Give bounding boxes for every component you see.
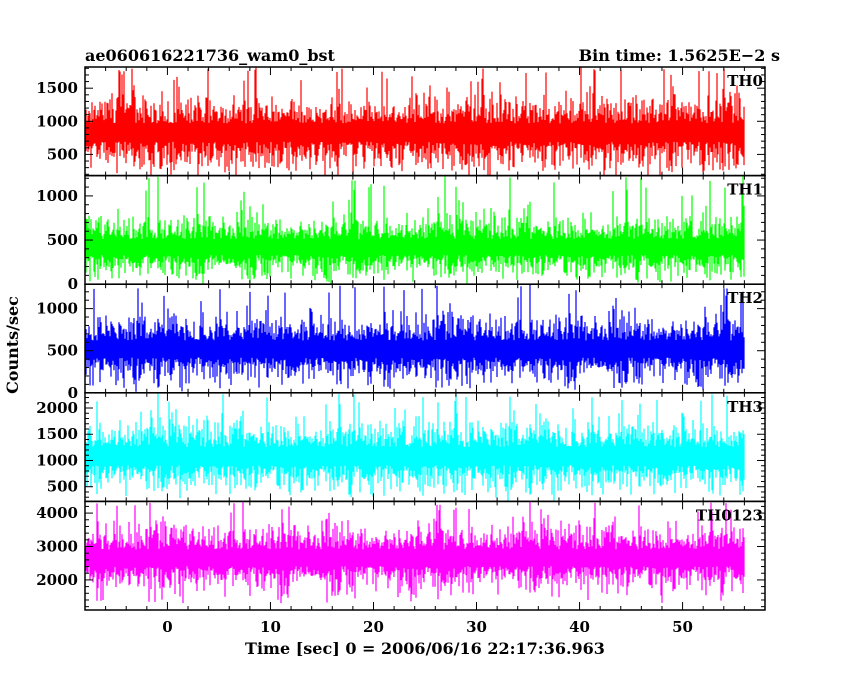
x-axis-label: Time [sec] 0 = 2006/06/16 22:17:36.963: [245, 639, 605, 658]
y-tick-label: 3000: [36, 538, 78, 556]
y-tick-label: 4000: [36, 504, 78, 522]
series-line-th3: [85, 393, 745, 502]
y-tick-label: 1000: [36, 112, 78, 130]
y-tick-label: 500: [47, 145, 78, 163]
y-tick-label: 500: [47, 478, 78, 496]
y-tick-label: 2000: [36, 571, 78, 589]
x-tick-label: 30: [466, 618, 487, 636]
y-tick-label: 1500: [36, 425, 78, 443]
y-tick-label: 500: [47, 342, 78, 360]
series-label-th1: TH1: [727, 181, 763, 199]
series-line-th0123: [85, 501, 745, 604]
panel-frame-th0123: [84, 500, 766, 611]
series-label-th0123: TH0123: [696, 506, 763, 524]
x-tick-label: 50: [672, 618, 693, 636]
y-tick-label: 1000: [36, 451, 78, 469]
y-tick-label: 0: [68, 384, 78, 402]
y-tick-label: 1500: [36, 79, 78, 97]
series-line-th2: [85, 285, 745, 392]
y-tick-label: 0: [68, 275, 78, 293]
panel-th0123: 2000 3000 4000 TH0123: [36, 500, 766, 611]
panel-th0: 500 1000 1500 TH0: [36, 66, 766, 177]
y-tick-label: 1000: [36, 300, 78, 318]
y-tick-label: 500: [47, 231, 78, 249]
panel-th3: 500 1000 1500 2000 TH3: [36, 392, 766, 503]
y-axis-label: Counts/sec: [3, 296, 22, 394]
bin-time-label: Bin time: 1.5625E−2 s: [579, 46, 780, 65]
series-label-th0: TH0: [727, 72, 763, 90]
y-tick-label: 1000: [36, 187, 78, 205]
series-label-th3: TH3: [727, 398, 763, 416]
chart-title: ae060616221736_wam0_bst: [85, 46, 336, 65]
x-tick-label: 40: [569, 618, 590, 636]
x-tick-label: 0: [162, 618, 172, 636]
series-label-th2: TH2: [727, 289, 763, 307]
series-line-th0: [85, 67, 745, 176]
panel-th2: 0 500 1000 TH2: [36, 283, 766, 402]
x-tick-label: 10: [260, 618, 281, 636]
x-tick-label: 20: [363, 618, 384, 636]
panel-th1: 0 500 1000 TH1: [36, 174, 766, 293]
series-line-th1: [85, 175, 745, 285]
y-tick-label: 2000: [36, 399, 78, 417]
